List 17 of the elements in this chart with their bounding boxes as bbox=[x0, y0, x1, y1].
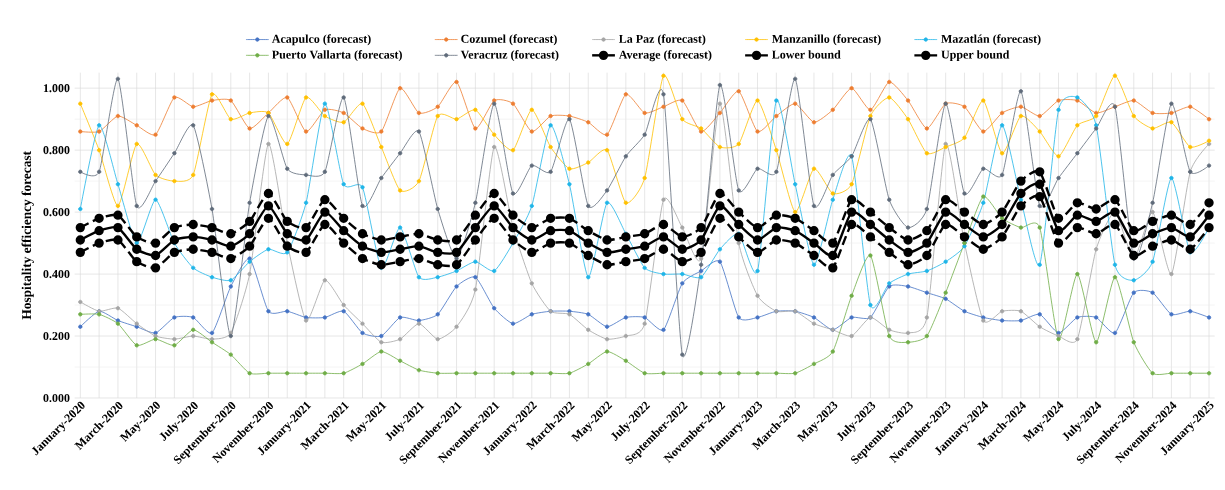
y-tick-label: 0.000 bbox=[43, 393, 70, 403]
legend-label: Manzanillo (forecast) bbox=[771, 34, 881, 46]
legend-label: Mazatlán (forecast) bbox=[941, 34, 1041, 46]
legend-label: Puerto Vallarta (forecast) bbox=[272, 50, 402, 62]
legend-label: La Paz (forecast) bbox=[618, 34, 706, 46]
y-tick-label: 0.400 bbox=[43, 269, 70, 279]
y-tick-label: 0.600 bbox=[43, 208, 70, 217]
y-tick-label: 0.200 bbox=[43, 331, 70, 341]
legend-label: Veracruz (forecast) bbox=[460, 50, 559, 62]
y-tick-label: 1.000 bbox=[43, 84, 70, 93]
y-axis-title: Hospitality efficiency forecast bbox=[21, 151, 34, 320]
legend-label: Acapulco (forecast) bbox=[271, 34, 371, 46]
legend-label: Average (forecast) bbox=[618, 50, 712, 62]
legend-label: Upper bound bbox=[941, 50, 1010, 62]
legend-label: Cozumel (forecast) bbox=[461, 34, 557, 46]
legend-label: Lower bound bbox=[771, 50, 841, 59]
y-tick-label: 0.800 bbox=[43, 146, 70, 155]
